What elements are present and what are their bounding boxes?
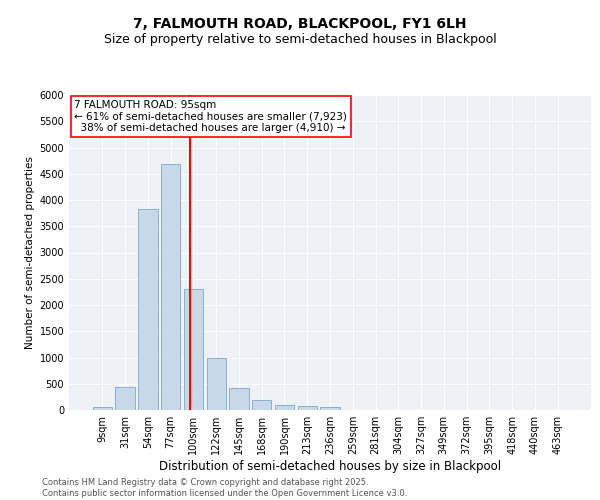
Bar (161, 164, 181, 410)
Bar (138, 210, 158, 410)
Bar (115, 387, 135, 410)
Bar (93, 408, 112, 410)
Text: Size of property relative to semi-detached houses in Blackpool: Size of property relative to semi-detach… (104, 32, 496, 46)
X-axis label: Distribution of semi-detached houses by size in Blackpool: Distribution of semi-detached houses by … (159, 460, 501, 473)
Bar (229, 388, 248, 410)
Bar (275, 405, 294, 410)
Bar (206, 358, 226, 410)
Bar (298, 406, 317, 410)
Bar (252, 400, 271, 410)
Text: Contains HM Land Registry data © Crown copyright and database right 2025.
Contai: Contains HM Land Registry data © Crown c… (42, 478, 407, 498)
Bar (184, 289, 203, 410)
Y-axis label: Number of semi-detached properties: Number of semi-detached properties (25, 156, 35, 349)
Text: 7, FALMOUTH ROAD, BLACKPOOL, FY1 6LH: 7, FALMOUTH ROAD, BLACKPOOL, FY1 6LH (133, 18, 467, 32)
Text: 7 FALMOUTH ROAD: 95sqm
← 61% of semi-detached houses are smaller (7,923)
  38% o: 7 FALMOUTH ROAD: 95sqm ← 61% of semi-det… (74, 100, 347, 133)
Bar (320, 408, 340, 410)
